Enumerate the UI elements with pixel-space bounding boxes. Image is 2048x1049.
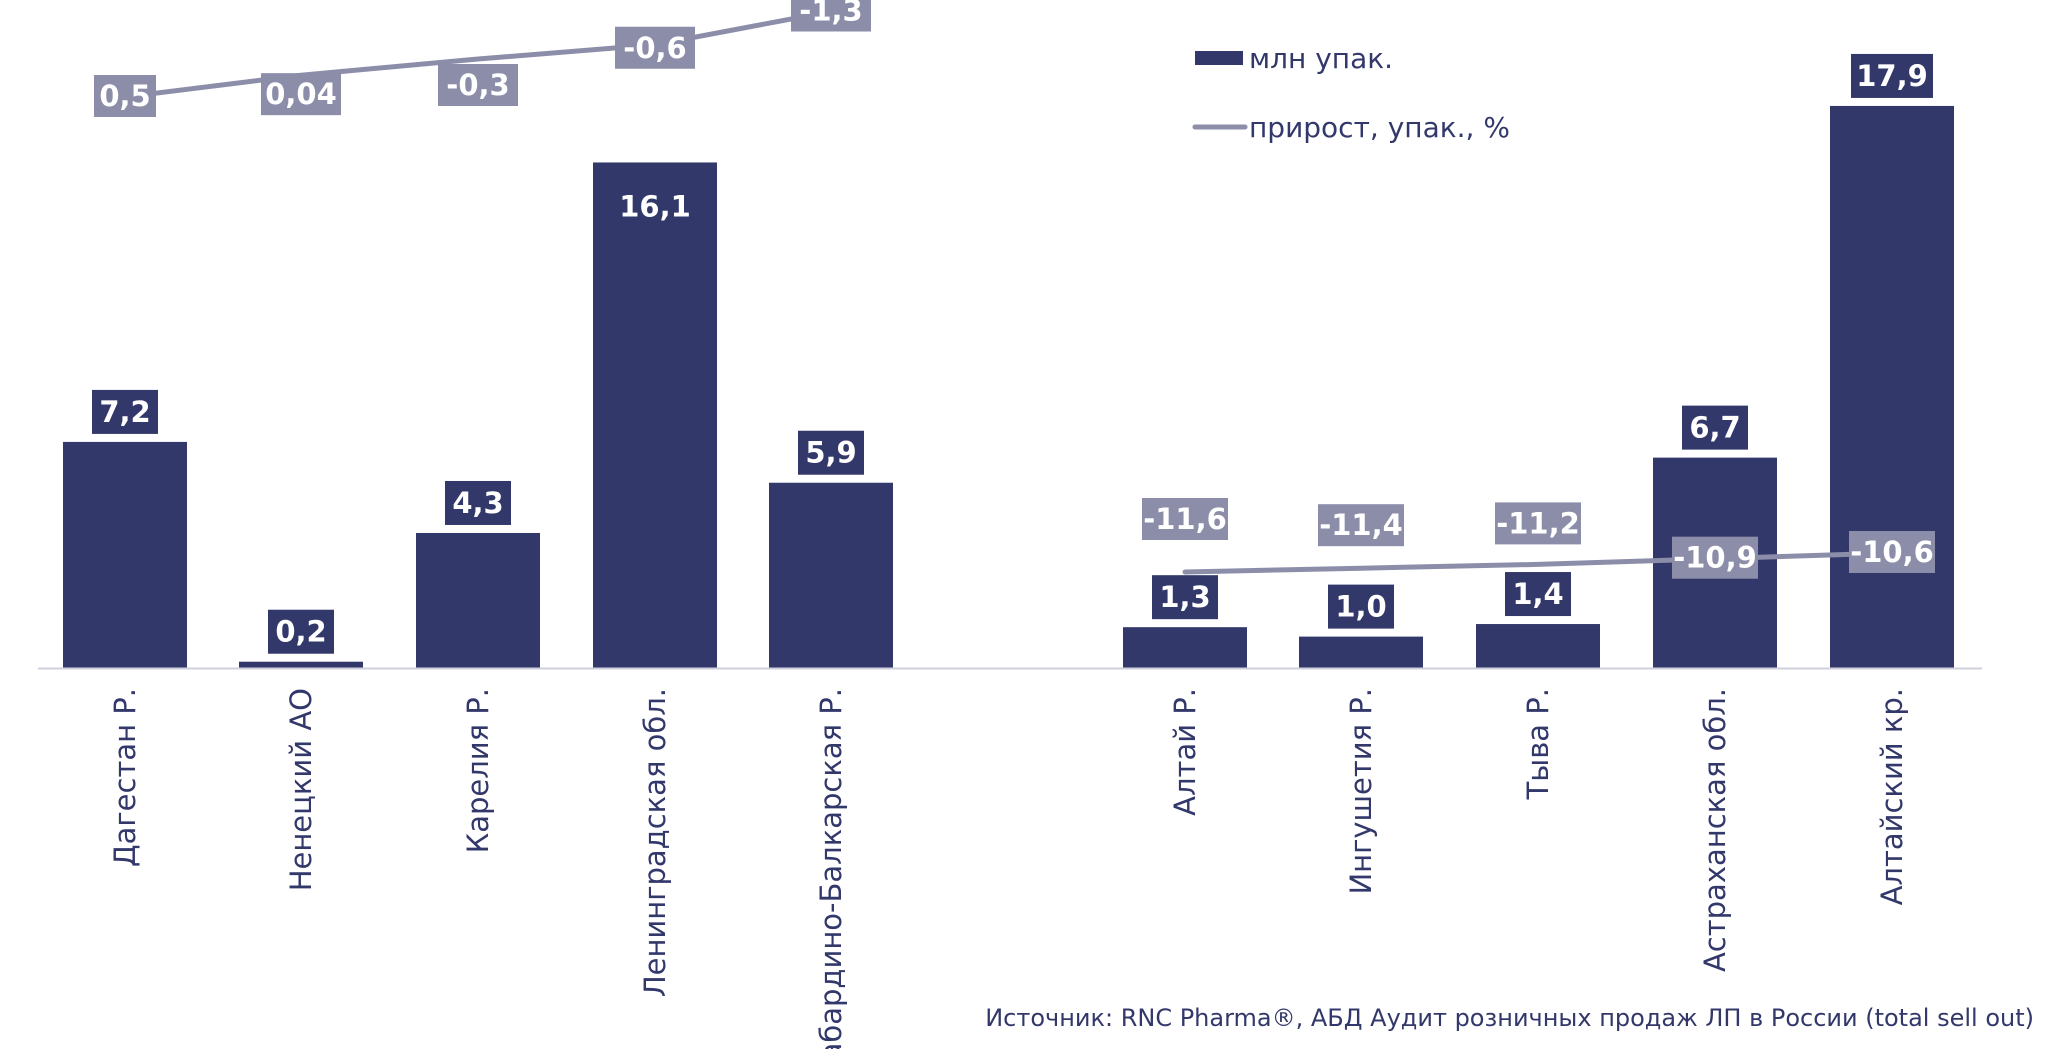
bar: [63, 441, 187, 668]
growth-value-box: [1495, 502, 1581, 545]
growth-value-label: -11,2: [1496, 506, 1580, 540]
growth-lines-layer: [122, 9, 1895, 575]
category-label: Астраханская обл.: [1698, 688, 1732, 972]
bar: [1476, 624, 1600, 668]
growth-value-box: [615, 26, 695, 69]
growth-value-label: -0,6: [623, 31, 686, 65]
category-label: Карелия Р.: [461, 688, 495, 853]
growth-value-box: [1318, 504, 1404, 547]
growth-value-box: [438, 64, 518, 106]
category-label: Ненецкий АО: [284, 688, 318, 891]
growth-value-label: -11,4: [1319, 508, 1403, 542]
growth-value-box: [1849, 531, 1935, 573]
bar-value-box: [614, 184, 696, 229]
bar-value-box: [1851, 53, 1933, 98]
category-label: Ингушетия Р.: [1344, 688, 1378, 895]
bar-value-label: 1,4: [1512, 577, 1563, 611]
bar-value-box: [798, 430, 864, 475]
growth-value-box: [261, 73, 341, 116]
category-label: Алтайский кр.: [1875, 688, 1909, 905]
bar-value-label: 0,2: [275, 615, 326, 649]
bar-value-box: [1152, 575, 1218, 620]
legend-bar-swatch: [1195, 51, 1243, 65]
bar: [1299, 636, 1423, 668]
bar-value-label: 7,2: [99, 395, 150, 429]
growth-value-label: -11,6: [1143, 502, 1227, 536]
growth-value-box: [94, 75, 156, 117]
growth-value-box: [1672, 536, 1758, 579]
bar-value-label: 6,7: [1689, 411, 1740, 445]
bar-value-label: 16,1: [619, 189, 691, 223]
source-note: Источник: RNC Pharma®, АБД Аудит розничн…: [985, 1004, 2034, 1032]
bar-labels-layer: 7,2 0,2 4,3 16,1 5,9 1,3 1,0 1,4 6,7 17,9: [92, 53, 1933, 654]
bar: [1123, 627, 1247, 668]
growth-value-label: -10,9: [1673, 541, 1757, 575]
category-label: Дагестан Р.: [108, 688, 142, 867]
growth-line: [122, 9, 834, 100]
bar: [416, 532, 540, 668]
growth-labels-layer: 0,5 0,04 -0,3 -0,6 -1,3 -11,6 -11,4 -11,2 -10,9 -…: [94, 0, 1935, 579]
bar-value-box: [1505, 572, 1571, 617]
bar-value-box: [92, 389, 158, 434]
growth-value-label: 0,04: [265, 77, 337, 111]
growth-value-box: [1142, 498, 1228, 540]
growth-value-box: [791, 0, 871, 32]
growth-line: [1182, 550, 1895, 575]
category-labels-layer: Дагестан Р. Ненецкий АО Карелия Р. Ленингра…: [108, 688, 1909, 1049]
growth-value-label: -1,3: [799, 0, 862, 28]
bar-value-label: 5,9: [805, 436, 856, 470]
bar: [1830, 105, 1954, 668]
category-label: Кабардино-Балкарская Р.: [814, 688, 848, 1049]
legend-bar-label: млн упак.: [1249, 42, 1393, 75]
bar-value-label: 1,0: [1335, 590, 1386, 624]
bars-layer: [63, 105, 1954, 668]
bar-value-box: [1328, 584, 1394, 629]
category-label: Алтай Р.: [1168, 688, 1202, 816]
legend: млн упак. прирост, упак., %: [1192, 42, 1510, 144]
bar: [239, 661, 363, 668]
legend-line-label: прирост, упак., %: [1249, 111, 1510, 144]
category-label: Тыва Р.: [1521, 688, 1555, 800]
bar-value-label: 17,9: [1856, 59, 1928, 93]
bar-value-label: 1,3: [1159, 580, 1210, 614]
bar: [769, 482, 893, 668]
category-label: Ленинградская обл.: [638, 688, 672, 997]
bar-value-box: [1682, 405, 1748, 450]
bar: [593, 162, 717, 668]
growth-value-label: 0,5: [99, 79, 150, 113]
growth-value-label: -10,6: [1850, 535, 1934, 569]
bar-value-label: 4,3: [452, 486, 503, 520]
growth-value-label: -0,3: [446, 68, 509, 102]
bar-value-box: [445, 480, 511, 525]
bar-value-box: [268, 609, 334, 654]
